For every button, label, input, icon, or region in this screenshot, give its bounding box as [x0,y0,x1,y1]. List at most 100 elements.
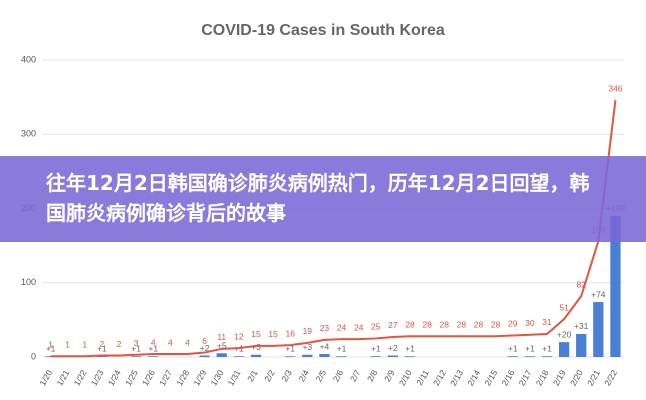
x-tick-label: 2/9 [382,368,397,383]
bar [370,356,381,357]
bar-value-label: +1 [525,344,535,354]
line-value-label: 1 [65,340,70,350]
x-tick-label: 2/2 [262,368,277,383]
bar-value-label: +74 [591,289,606,299]
line-value-label: 23 [320,323,330,333]
x-tick-label: 1/28 [174,368,191,388]
bar-value-label: +3 [302,342,312,352]
x-tick-label: 1/23 [89,368,106,388]
line-value-label: 24 [354,322,364,332]
line-value-label: 11 [217,332,226,342]
x-tick-label: 2/8 [365,368,380,383]
bar [576,333,587,357]
bar [336,356,347,357]
line-value-label: 12 [234,331,244,341]
bar [96,356,108,357]
line-value-label: 4 [185,337,190,347]
bar [233,356,244,357]
x-tick-label: 1/31 [226,368,243,388]
x-tick-label: 2/5 [314,368,329,383]
line-value-label: 30 [525,318,535,328]
bar-value-label: +1 [46,344,56,354]
bar [148,356,159,357]
x-tick-label: 2/11 [414,368,431,387]
line-value-label: 25 [371,322,381,332]
line-value-label: 4 [151,337,156,347]
line-value-label: 82 [576,279,586,289]
x-tick-label: 2/12 [431,368,448,388]
x-tick-label: 1/26 [140,368,157,388]
line-value-label: 346 [608,83,622,93]
line-value-label: 24 [337,322,347,332]
line-value-label: 16 [285,328,295,338]
x-tick-label: 2/17 [517,368,534,388]
y-tick-label: 400 [21,54,36,64]
x-tick-label: 2/20 [568,368,585,388]
x-tick-label: 2/7 [348,368,363,383]
line-value-label: 3 [134,338,139,348]
x-tick-label: 1/24 [106,368,123,388]
line-value-label: 2 [117,339,122,349]
x-tick-label: 2/19 [551,368,568,388]
x-tick-label: 1/29 [191,368,208,388]
bar-value-label: +20 [557,329,572,339]
bar [404,356,416,357]
y-tick-label: 0 [31,351,36,361]
bar [524,356,535,357]
bar-value-label: +1 [97,344,107,354]
bar-value-label: +5 [217,341,227,351]
x-tick-label: 2/10 [397,368,414,388]
chart-title: COVID-19 Cases in South Korea [201,22,445,39]
x-tick-label: 2/4 [296,368,311,383]
line-value-label: 1 [82,340,87,350]
line-value-label: 2 [100,339,105,349]
line-value-label: 19 [303,326,313,336]
bar [319,354,330,357]
bar-value-label: +1 [285,344,295,354]
x-tick-label: 2/15 [482,368,499,388]
x-tick-label: 2/14 [465,368,482,388]
bar [610,215,621,357]
line-value-label: 15 [251,329,261,339]
bar-value-label: +1 [131,344,141,354]
bar-value-label: +31 [574,321,589,331]
bar [558,342,570,357]
x-tick-label: 2/1 [245,368,260,383]
bar-value-label: +1 [148,344,158,354]
bar-value-label: +3 [251,342,261,352]
line-value-label: 28 [457,319,467,329]
line-value-label: 6 [202,336,207,346]
x-tick-label: 2/21 [585,368,602,388]
line-value-label: 29 [508,319,518,329]
x-tick-label: 1/27 [157,368,174,388]
bar-value-label: +1 [371,344,381,354]
line [50,99,617,358]
bar-value-label: +2 [200,343,210,353]
x-tick-label: 1/25 [123,368,140,388]
line-value-label: 28 [405,319,415,329]
x-tick-label: 1/30 [208,368,225,388]
bar-value-label: +1 [508,344,518,354]
line-value-label: 1 [48,340,53,350]
bar-value-label: +1 [337,344,347,354]
line-value-label: 51 [559,302,569,312]
overlay-banner: 往年12月2日韩国确诊肺炎病例热门，历年12月2日回望，韩国肺炎病例确诊背后的故… [0,156,646,242]
line-value-label: 27 [388,320,398,330]
x-tick-label: 1/21 [54,368,71,388]
x-tick-label: 1/22 [72,368,89,388]
bar-value-label: +4 [320,341,330,351]
bar [593,302,604,357]
bar [250,354,262,357]
x-tick-label: 2/16 [499,368,516,388]
bar [387,355,399,357]
y-tick-label: 100 [21,277,36,287]
x-tick-label: 2/13 [448,368,465,388]
line-value-label: 28 [440,319,450,329]
line-value-label: 28 [422,319,432,329]
x-tick-label: 2/18 [534,368,551,388]
bar-value-label: +2 [388,343,398,353]
bar-value-label: +1 [405,344,415,354]
x-tick-label: 2/22 [602,368,619,388]
x-tick-label: 2/6 [331,368,346,383]
line-value-label: 31 [542,317,552,327]
